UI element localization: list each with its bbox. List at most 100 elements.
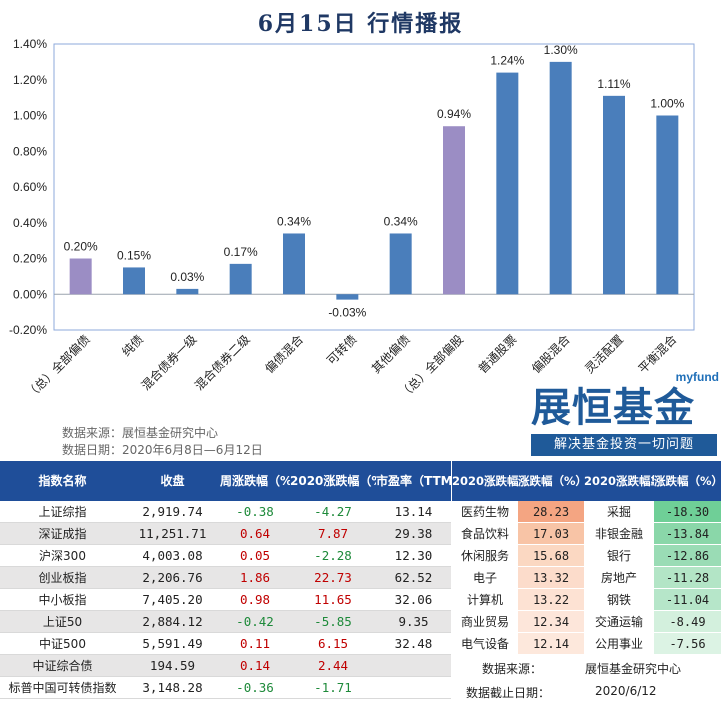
index-table-header: 市盈率（TTM） bbox=[376, 461, 451, 501]
table-row: 中证500 5,591.49 0.11 6.15 32.48 bbox=[0, 632, 451, 655]
index-pe bbox=[376, 654, 451, 677]
index-week-change: 0.11 bbox=[220, 632, 290, 655]
bar bbox=[123, 267, 145, 295]
chart-date-note: 数据日期：2020年6月8日—6月12日 bbox=[62, 443, 263, 457]
x-category-label: 纯债 bbox=[119, 332, 146, 359]
table-row: 计算机 13.22 钢铁 -11.04 bbox=[452, 588, 721, 611]
bar bbox=[603, 95, 625, 295]
top-industry-name: 电子 bbox=[452, 566, 518, 589]
table-row: 电气设备 12.14 公用事业 -7.56 bbox=[452, 632, 721, 655]
plot-area bbox=[53, 43, 695, 331]
bar bbox=[176, 288, 199, 295]
brand-logo: myfund 展恒基金 解决基金投资一切问题 bbox=[525, 370, 721, 462]
footer-source-label: 数据来源： bbox=[482, 662, 543, 676]
bottom-industry-name: 房地产 bbox=[584, 566, 654, 589]
y-tick-label: 1.40% bbox=[13, 37, 47, 51]
top-industry-name: 商业贸易 bbox=[452, 610, 518, 633]
index-pe: 13.14 bbox=[376, 501, 451, 523]
index-week-change: 0.14 bbox=[220, 654, 290, 677]
top-industry-name: 计算机 bbox=[452, 588, 518, 611]
index-ytd-change: -1.71 bbox=[290, 676, 376, 699]
index-ytd-change: -2.28 bbox=[290, 544, 376, 567]
bottom-industry-value: -7.56 bbox=[654, 632, 721, 655]
index-name: 上证50 bbox=[0, 610, 125, 633]
index-close: 2,206.76 bbox=[125, 566, 220, 589]
bottom-industry-value: -11.04 bbox=[654, 588, 721, 611]
top-industry-name: 医药生物 bbox=[452, 501, 518, 523]
bottom-industry-value: -12.86 bbox=[654, 544, 721, 567]
chart-source-note: 数据来源：展恒基金研究中心 bbox=[62, 426, 219, 440]
bar bbox=[336, 294, 359, 300]
index-close: 4,003.08 bbox=[125, 544, 220, 567]
bar-value-label: 0.34% bbox=[277, 214, 311, 228]
index-name: 中证综合债 bbox=[0, 654, 125, 677]
bar bbox=[443, 126, 465, 295]
bar-value-label: 1.24% bbox=[490, 54, 524, 68]
index-pe: 32.06 bbox=[376, 588, 451, 611]
table-row: 上证综指 2,919.74 -0.38 -4.27 13.14 bbox=[0, 501, 451, 523]
y-tick-label: 1.20% bbox=[13, 73, 47, 87]
bar-value-label: 0.15% bbox=[117, 248, 151, 262]
y-tick-label: -0.20% bbox=[9, 323, 47, 337]
bar-value-label: 1.00% bbox=[650, 97, 684, 111]
index-week-change: -0.42 bbox=[220, 610, 290, 633]
bar bbox=[229, 263, 252, 295]
bar-value-label: 1.30% bbox=[544, 43, 578, 57]
index-ytd-change: 6.15 bbox=[290, 632, 376, 655]
bar bbox=[69, 258, 92, 295]
index-name: 创业板指 bbox=[0, 566, 125, 589]
logo-name: 展恒基金 bbox=[531, 385, 695, 431]
index-ytd-change: 11.65 bbox=[290, 588, 376, 611]
index-week-change: 0.05 bbox=[220, 544, 290, 567]
footer-date-value: 2020/6/12 bbox=[595, 684, 657, 698]
bottom-industry-name: 非银金融 bbox=[584, 522, 654, 545]
top-industry-name: 电气设备 bbox=[452, 632, 518, 655]
index-name: 沪深300 bbox=[0, 544, 125, 567]
x-category-label: 可转债 bbox=[323, 332, 359, 368]
bar-value-label: -0.03% bbox=[328, 306, 366, 320]
footer-date-label: 数据截止日期： bbox=[466, 686, 551, 700]
bar-value-label: 1.11% bbox=[597, 77, 630, 91]
table-row: 中小板指 7,405.20 0.98 11.65 32.06 bbox=[0, 588, 451, 611]
top-industry-name: 食品饮料 bbox=[452, 522, 518, 545]
index-name: 标普中国可转债指数 bbox=[0, 676, 125, 699]
index-close: 194.59 bbox=[125, 654, 220, 677]
index-week-change: -0.38 bbox=[220, 501, 290, 523]
table-row: 沪深300 4,003.08 0.05 -2.28 12.30 bbox=[0, 544, 451, 567]
bottom-industry-name: 交通运输 bbox=[584, 610, 654, 633]
x-category-label: 混合债券二级 bbox=[191, 332, 253, 394]
index-pe bbox=[376, 676, 451, 699]
bar-chart: 1.40% 1.20% 1.00% 0.80% 0.60% 0.40% 0.20% 0.00%… bbox=[9, 37, 695, 402]
logo-slogan: 解决基金投资一切问题 bbox=[531, 434, 717, 456]
bar bbox=[656, 115, 679, 295]
table-row: 中证综合债 194.59 0.14 2.44 bbox=[0, 654, 451, 677]
index-ytd-change: -5.85 bbox=[290, 610, 376, 633]
table-row: 食品饮料 17.03 非银金融 -13.84 bbox=[452, 522, 721, 545]
table-row: 标普中国可转债指数 3,148.28 -0.36 -1.71 bbox=[0, 676, 451, 699]
index-close: 2,919.74 bbox=[125, 501, 220, 523]
index-ytd-change: 2.44 bbox=[290, 654, 376, 677]
index-table-header: 收盘 bbox=[125, 461, 220, 501]
industry-table-header: 2020涨跌幅靠前行业 bbox=[452, 461, 518, 501]
index-ytd-change: 22.73 bbox=[290, 566, 376, 589]
index-week-change: -0.36 bbox=[220, 676, 290, 699]
index-pe: 9.35 bbox=[376, 610, 451, 633]
bar-value-label: 0.34% bbox=[384, 214, 418, 228]
x-category-label: 其他偏债 bbox=[368, 332, 413, 377]
index-close: 11,251.71 bbox=[125, 522, 220, 545]
table-row: 深证成指 11,251.71 0.64 7.87 29.38 bbox=[0, 522, 451, 545]
bar-value-label: 0.94% bbox=[437, 107, 471, 121]
index-close: 5,591.49 bbox=[125, 632, 220, 655]
bar bbox=[389, 233, 412, 295]
bottom-industry-value: -18.30 bbox=[654, 501, 721, 523]
table-row: 商业贸易 12.34 交通运输 -8.49 bbox=[452, 610, 721, 633]
top-industry-name: 休闲服务 bbox=[452, 544, 518, 567]
index-ytd-change: 7.87 bbox=[290, 522, 376, 545]
x-category-label: （总）全部偏债 bbox=[23, 332, 93, 402]
table-row: 上证50 2,884.12 -0.42 -5.85 9.35 bbox=[0, 610, 451, 633]
y-tick-label: 0.60% bbox=[13, 180, 47, 194]
index-name: 上证综指 bbox=[0, 501, 125, 523]
bottom-industry-name: 钢铁 bbox=[584, 588, 654, 611]
industry-table: 2020涨跌幅靠前行业涨跌幅（%）2020涨跌幅靠后行业涨跌幅（%） 医药生物2… bbox=[452, 461, 721, 655]
